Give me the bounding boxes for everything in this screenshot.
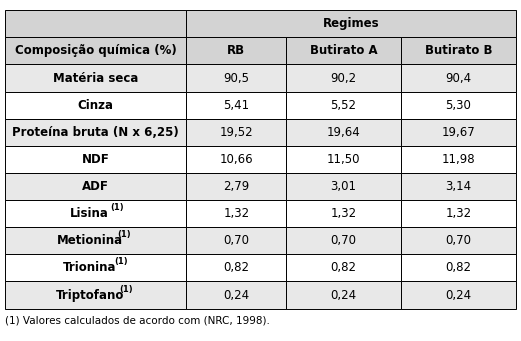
- Text: 90,2: 90,2: [330, 72, 356, 85]
- Text: 5,41: 5,41: [223, 99, 250, 112]
- Bar: [5, 146, 187, 173]
- Bar: [187, 200, 286, 227]
- Text: Triptofano: Triptofano: [55, 288, 124, 301]
- Text: Butirato B: Butirato B: [425, 44, 492, 57]
- Bar: [5, 38, 187, 64]
- Bar: [5, 173, 187, 200]
- Text: 1,32: 1,32: [223, 207, 250, 220]
- Text: 0,24: 0,24: [445, 288, 472, 301]
- Bar: [5, 227, 187, 254]
- Text: Regimes: Regimes: [323, 17, 379, 30]
- Bar: [5, 92, 187, 119]
- Bar: [5, 10, 187, 38]
- Text: 5,52: 5,52: [330, 99, 356, 112]
- Text: RB: RB: [227, 44, 245, 57]
- Text: Lisina: Lisina: [70, 207, 109, 220]
- Bar: [286, 254, 401, 281]
- Bar: [5, 281, 187, 309]
- Text: Trionina: Trionina: [63, 262, 116, 275]
- Bar: [187, 64, 286, 92]
- Text: 11,98: 11,98: [441, 153, 475, 166]
- Text: 0,82: 0,82: [223, 262, 249, 275]
- Bar: [187, 119, 286, 146]
- Text: 19,64: 19,64: [327, 126, 361, 139]
- Bar: [401, 64, 516, 92]
- Bar: [187, 38, 286, 64]
- Text: Proteína bruta (N x 6,25): Proteína bruta (N x 6,25): [13, 126, 179, 139]
- Text: 1,32: 1,32: [330, 207, 356, 220]
- Bar: [187, 92, 286, 119]
- Bar: [286, 227, 401, 254]
- Bar: [286, 146, 401, 173]
- Bar: [5, 119, 187, 146]
- Text: Cinza: Cinza: [78, 99, 114, 112]
- Bar: [187, 254, 286, 281]
- Bar: [401, 254, 516, 281]
- Text: 0,70: 0,70: [223, 234, 249, 247]
- Text: 10,66: 10,66: [219, 153, 253, 166]
- Bar: [401, 92, 516, 119]
- Text: 0,70: 0,70: [330, 234, 356, 247]
- Text: 0,82: 0,82: [330, 262, 356, 275]
- Bar: [401, 200, 516, 227]
- Text: 19,67: 19,67: [441, 126, 475, 139]
- Bar: [5, 254, 187, 281]
- Bar: [5, 200, 187, 227]
- Text: Composição química (%): Composição química (%): [15, 44, 177, 57]
- Text: Metionina: Metionina: [56, 234, 122, 247]
- Bar: [286, 200, 401, 227]
- Text: (1): (1): [115, 257, 128, 266]
- Text: 5,30: 5,30: [445, 99, 472, 112]
- Bar: [187, 146, 286, 173]
- Text: 3,01: 3,01: [330, 180, 356, 193]
- Bar: [187, 281, 286, 309]
- Bar: [401, 227, 516, 254]
- Text: 2,79: 2,79: [223, 180, 250, 193]
- Text: (1): (1): [117, 230, 131, 239]
- Bar: [187, 10, 516, 38]
- Text: ADF: ADF: [82, 180, 109, 193]
- Text: 0,24: 0,24: [330, 288, 356, 301]
- Text: (1): (1): [110, 203, 123, 212]
- Text: Butirato A: Butirato A: [309, 44, 377, 57]
- Bar: [5, 64, 187, 92]
- Bar: [401, 146, 516, 173]
- Bar: [401, 119, 516, 146]
- Text: 3,14: 3,14: [445, 180, 472, 193]
- Text: 11,50: 11,50: [327, 153, 360, 166]
- Bar: [286, 64, 401, 92]
- Text: (1): (1): [119, 285, 133, 294]
- Bar: [401, 38, 516, 64]
- Bar: [401, 173, 516, 200]
- Bar: [187, 173, 286, 200]
- Bar: [187, 227, 286, 254]
- Text: 0,82: 0,82: [445, 262, 472, 275]
- Bar: [286, 38, 401, 64]
- Bar: [286, 173, 401, 200]
- Text: 1,32: 1,32: [445, 207, 472, 220]
- Bar: [286, 281, 401, 309]
- Text: 90,4: 90,4: [445, 72, 472, 85]
- Bar: [401, 281, 516, 309]
- Text: 0,24: 0,24: [223, 288, 250, 301]
- Bar: [286, 119, 401, 146]
- Text: 19,52: 19,52: [219, 126, 253, 139]
- Text: Matéria seca: Matéria seca: [53, 72, 139, 85]
- Bar: [286, 92, 401, 119]
- Text: 90,5: 90,5: [223, 72, 249, 85]
- Text: NDF: NDF: [82, 153, 110, 166]
- Text: (1) Valores calculados de acordo com (NRC, 1998).: (1) Valores calculados de acordo com (NR…: [5, 316, 270, 326]
- Text: 0,70: 0,70: [445, 234, 472, 247]
